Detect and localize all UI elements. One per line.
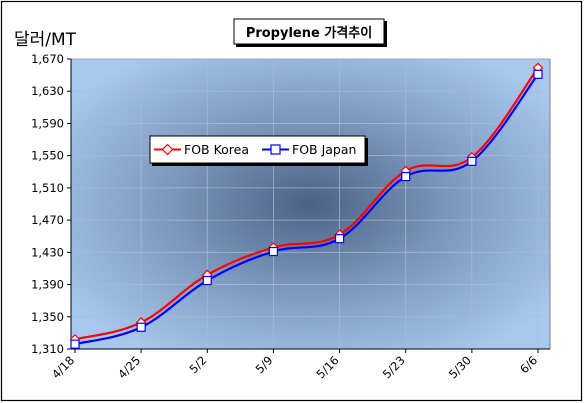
- legend-marker-square: [270, 144, 281, 155]
- data-point-square: [467, 156, 477, 166]
- chart-title: Propylene 가격추이: [246, 25, 372, 41]
- legend-item-fob-korea: FOB Korea: [154, 142, 249, 157]
- data-point-square: [533, 69, 543, 79]
- legend-item-fob-japan: FOB Japan: [262, 142, 356, 157]
- series-fob-japan: [70, 69, 543, 349]
- y-axis-label: 달러/MT: [14, 30, 77, 50]
- y-tick-label: 1,350: [31, 310, 64, 324]
- y-tick-label: 1,470: [31, 213, 64, 227]
- series-layer: [69, 62, 544, 349]
- legend-marker-diamond: [161, 143, 174, 156]
- data-point-square: [268, 246, 279, 257]
- y-tick-label: 1,310: [31, 342, 64, 356]
- y-tick-label: 1,670: [31, 52, 64, 66]
- y-tick-label: 1,630: [31, 84, 64, 98]
- data-point-square: [136, 322, 146, 332]
- data-point-square: [202, 275, 212, 286]
- data-point-square: [401, 172, 411, 182]
- legend: FOB Korea FOB Japan: [149, 135, 368, 166]
- plot-area: [70, 58, 551, 350]
- y-tick-label: 1,390: [31, 278, 64, 292]
- y-tick-label: 1,430: [31, 245, 64, 259]
- y-tick-label: 1,590: [31, 116, 64, 130]
- legend-label: FOB Japan: [292, 142, 356, 157]
- vertical-gridlines: [140, 59, 539, 349]
- data-point-square: [334, 234, 345, 244]
- y-tick-label: 1,510: [31, 181, 64, 195]
- chart-title-box: Propylene 가격추이: [233, 18, 387, 47]
- y-tick-label: 1,550: [31, 149, 64, 163]
- y-axis-ticks: 1,310 1,350 1,390 1,430 1,470 1,510 1,550 1,590…: [31, 52, 71, 356]
- data-point-square: [70, 339, 80, 349]
- legend-label: FOB Korea: [184, 142, 249, 157]
